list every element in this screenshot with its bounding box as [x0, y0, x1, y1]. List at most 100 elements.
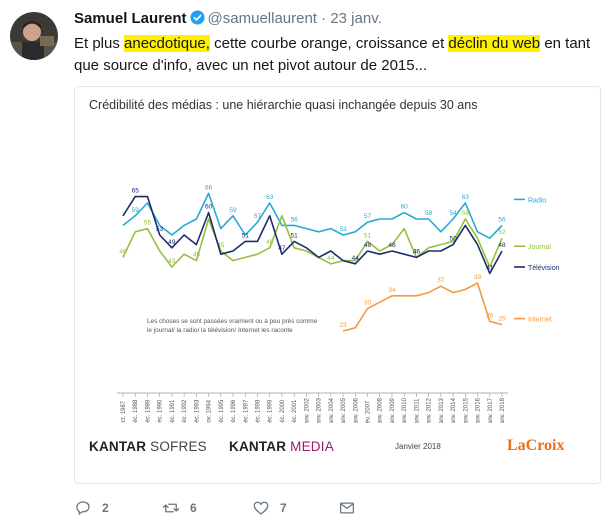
x-tick-label: Janv. 2009: [390, 397, 396, 423]
data-label: 44: [352, 255, 360, 262]
data-label: 49: [266, 239, 274, 246]
reply-count: 2: [102, 501, 109, 515]
data-label: 46: [413, 248, 421, 255]
x-tick-label: Oct. 1987: [121, 400, 127, 423]
x-tick-label: Déc. 1996: [231, 399, 237, 423]
tweet-header: Samuel Laurent @samuellaurent · 23 janv.: [74, 10, 382, 27]
data-label: 45: [193, 252, 201, 259]
chart-annotation: le journal/ la radio/ la télévision/ Int…: [147, 327, 293, 334]
data-label: 53: [339, 226, 347, 233]
data-label: 43: [168, 258, 176, 265]
data-label: 30: [364, 300, 372, 307]
x-tick-label: Déc. 1988: [133, 399, 139, 423]
x-tick-label: Fév. 2007: [366, 400, 372, 423]
data-label: 58: [462, 210, 470, 217]
retweet-icon: [162, 503, 180, 513]
data-label: 51: [242, 232, 250, 239]
direct-message-button[interactable]: [338, 496, 356, 520]
data-label: 44: [327, 255, 335, 262]
data-label: 55: [144, 220, 152, 227]
tweet-text-part: cette courbe orange, croissance et: [209, 35, 449, 52]
tweet-text-part: Et plus: [74, 35, 125, 52]
data-label: 57: [254, 213, 262, 220]
kantar-sofres-logo: KANTAR SOFRES: [89, 439, 207, 454]
data-label: 51: [291, 232, 299, 239]
x-tick-label: Janv. 2017: [488, 397, 494, 423]
x-tick-label: Déc. 1991: [170, 399, 176, 423]
x-tick-label: Déc. 2000: [280, 399, 286, 423]
x-tick-label: Déc. 1992: [182, 399, 188, 423]
reply-button[interactable]: 2: [74, 496, 109, 520]
highlighted-text: déclin du web: [448, 35, 541, 52]
data-label: 58: [425, 210, 433, 217]
data-label: 57: [364, 213, 372, 220]
footer-date: Janvier 2018: [395, 442, 441, 451]
data-label: 50: [449, 236, 457, 243]
x-tick-label: Janv. 2002: [304, 397, 310, 423]
data-label: 37: [437, 277, 445, 284]
kantar-media-logo: KANTAR MEDIA: [229, 439, 334, 454]
x-tick-label: Déc. 1989: [145, 399, 151, 423]
chart-annotation: Les choses se sont passées vraiment ou à…: [147, 318, 318, 325]
media-credibility-chart: Crédibilité des médias : une hiérarchie …: [89, 98, 560, 427]
x-tick-label: Déc. 1990: [158, 399, 164, 423]
data-label: 48: [364, 242, 372, 249]
data-label: 56: [498, 216, 506, 223]
series-line-internet: [342, 282, 503, 332]
data-label: 56: [291, 216, 299, 223]
x-tick-label: Janv. 2010: [402, 397, 408, 423]
avatar[interactable]: [10, 12, 58, 60]
like-button[interactable]: 7: [252, 496, 287, 520]
series-line-radio: [122, 192, 503, 239]
data-label: 39: [474, 274, 482, 281]
data-label: 48: [388, 242, 396, 249]
author-handle[interactable]: @samuellaurent: [207, 10, 317, 27]
x-tick-label: Déc. 2001: [292, 399, 298, 423]
x-tick-label: Déc. 1997: [243, 399, 249, 423]
retweet-button[interactable]: 6: [162, 496, 197, 520]
data-label: 60: [401, 204, 409, 211]
la-croix-logo: LaCroix: [507, 437, 565, 454]
chart-image-card[interactable]: Crédibilité des médias : une hiérarchie …: [74, 86, 601, 484]
x-tick-label: Nov. 1994: [207, 399, 213, 423]
x-tick-label: Janv. 2018: [500, 397, 506, 423]
data-label: 46: [119, 248, 127, 255]
x-tick-label: Janv. 2014: [451, 397, 457, 423]
media-text: MEDIA: [290, 439, 334, 454]
author-name[interactable]: Samuel Laurent: [74, 10, 187, 27]
x-tick-label: Déc. 1995: [219, 399, 225, 423]
data-label: 26: [486, 312, 494, 319]
x-tick-label: Déc. 1993: [194, 399, 200, 423]
heart-icon: [253, 501, 269, 515]
legend-label: Radio: [528, 197, 546, 204]
x-tick-label: Déc. 1998: [255, 399, 261, 423]
card-footer: KANTAR SOFRES KANTAR MEDIA Janvier 2018 …: [75, 423, 600, 483]
data-label: 65: [132, 188, 140, 195]
envelope-icon: [339, 502, 355, 514]
verified-badge-icon: [190, 10, 205, 25]
data-label: 63: [462, 194, 470, 201]
data-label: 66: [205, 184, 213, 191]
data-label: 25: [498, 316, 506, 323]
data-label: 63: [266, 194, 274, 201]
x-tick-label: Janv. 2008: [378, 397, 384, 423]
series-line-télévision: [122, 195, 503, 275]
data-label: 34: [388, 287, 396, 294]
data-label: 55: [413, 248, 421, 255]
data-label: 45: [217, 242, 225, 249]
tweet-date[interactable]: 23 janv.: [330, 10, 382, 27]
x-tick-label: Janv. 2005: [341, 397, 347, 423]
kantar-text: KANTAR: [89, 439, 147, 454]
reply-icon: [76, 501, 90, 515]
data-label: 49: [168, 239, 176, 246]
data-label: 60: [205, 204, 213, 211]
separator-dot: ·: [321, 10, 327, 27]
kantar-text: KANTAR: [229, 439, 287, 454]
x-tick-label: Janv. 2003: [317, 397, 323, 423]
x-tick-label: Janv. 2015: [463, 397, 469, 423]
tweet-actions: 2 6 7: [74, 496, 374, 520]
avatar-image: [10, 12, 58, 60]
x-tick-label: Janv. 2004: [329, 397, 335, 423]
legend-label: Journal: [528, 244, 551, 251]
x-tick-label: Janv. 2013: [439, 397, 445, 423]
